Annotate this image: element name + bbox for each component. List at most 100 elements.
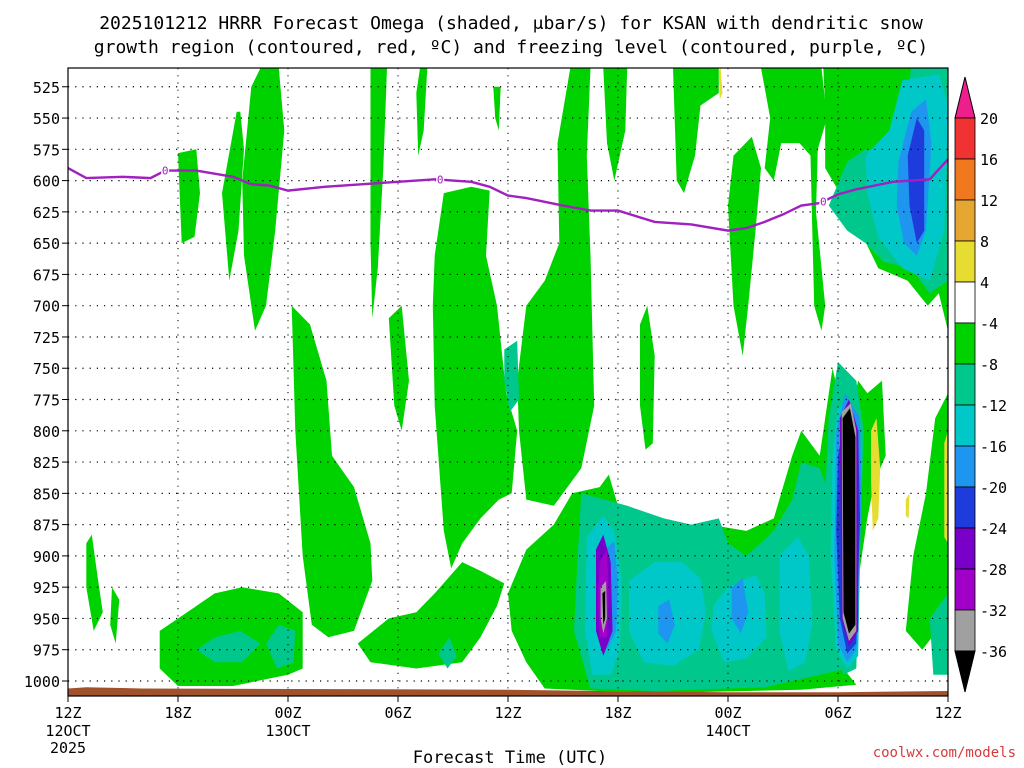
omega-region [222, 111, 244, 281]
omega-region [718, 68, 723, 100]
y-tick-label: 900 [33, 548, 60, 566]
omega-region [438, 637, 457, 669]
omega-region [370, 68, 387, 319]
omega-region [761, 68, 827, 331]
omega-region [266, 624, 296, 669]
x-tick-date: 13OCT [265, 722, 310, 740]
colorbar-label: -20 [980, 479, 1007, 497]
x-tick-date: 14OCT [705, 722, 750, 740]
omega-region [640, 305, 655, 450]
y-tick-label: 600 [33, 173, 60, 191]
colorbar-legend: 20 16 12 8 4 -4 -8 -12 -16 -20 -24 -28 -32 -36 [954, 76, 1007, 693]
omega-region [178, 149, 200, 244]
x-tick-label: 18Z [164, 704, 191, 722]
colorbar-bin [954, 486, 976, 529]
omega-region [517, 68, 595, 506]
colorbar-bin [954, 404, 976, 447]
colorbar-bin [954, 527, 976, 570]
y-tick-label: 850 [33, 485, 60, 503]
chart-title-line-1: 2025101212 HRRR Forecast Omega (shaded, … [99, 13, 923, 34]
omega-region [602, 590, 606, 625]
colorbar-bin [954, 158, 976, 201]
omega-region [416, 68, 428, 156]
x-tick-date: 12OCT [45, 722, 90, 740]
x-tick-year: 2025 [50, 739, 86, 757]
freezing-level-label: 0 [162, 165, 169, 178]
colorbar-bin [954, 322, 976, 365]
colorbar-label: -12 [980, 397, 1007, 415]
y-tick-label: 700 [33, 298, 60, 316]
credit-text: coolwx.com/models [873, 745, 1016, 761]
colorbar-bin [954, 609, 976, 652]
omega-region [871, 418, 881, 531]
y-tick-label: 875 [33, 517, 60, 535]
omega-region [86, 534, 103, 631]
chart-title-line-2: growth region (contoured, red, ºC) and f… [94, 37, 928, 58]
y-tick-label: 925 [33, 579, 60, 597]
y-tick-label: 725 [33, 329, 60, 347]
y-tick-label: 550 [33, 110, 60, 128]
x-tick-label: 12Z [934, 704, 961, 722]
omega-region [242, 68, 285, 331]
y-tick-label: 800 [33, 423, 60, 441]
y-tick-label: 825 [33, 454, 60, 472]
colorbar-bin [954, 281, 976, 324]
omega-region [110, 587, 120, 644]
x-axis-title: Forecast Time (UTC) [413, 748, 607, 768]
freezing-level-label: 0 [437, 174, 444, 187]
freezing-level-label: 0 [820, 195, 827, 208]
omega-region [603, 68, 628, 181]
omega-region [944, 430, 948, 544]
gridlines [67, 68, 949, 696]
colorbar-label: -24 [980, 520, 1007, 538]
freezing-label-bg [161, 164, 170, 177]
terrain-fill [68, 687, 948, 696]
y-tick-label: 525 [33, 79, 60, 97]
colorbar-label: 4 [980, 274, 989, 292]
x-tick-label: 12Z [494, 704, 521, 722]
y-tick-label: 1000 [24, 673, 60, 691]
colorbar-bin [954, 568, 976, 611]
colorbar-label: 12 [980, 192, 998, 210]
x-tick-label: 06Z [824, 704, 851, 722]
colorbar-bin [954, 117, 976, 160]
colorbar-bin [954, 199, 976, 242]
colorbar-bin [954, 445, 976, 488]
y-tick-label: 950 [33, 610, 60, 628]
omega-region [504, 340, 519, 412]
omega-region [658, 599, 675, 644]
x-tick-label: 00Z [714, 704, 741, 722]
omega-region [196, 630, 261, 663]
omega-region [432, 186, 518, 569]
omega-region [905, 393, 948, 650]
omega-region [728, 136, 761, 356]
y-tick-label: 750 [33, 360, 60, 378]
colorbar-bottom-arrow [954, 650, 976, 693]
y-tick-label: 575 [33, 141, 60, 159]
y-axis: 525 550 575 600 625 650 675 700 725 750 775 800 825 8… [24, 79, 68, 691]
omega-region [673, 68, 719, 194]
y-tick-label: 625 [33, 204, 60, 222]
colorbar-label: -16 [980, 438, 1007, 456]
omega-region [905, 493, 910, 519]
colorbar-label: -28 [980, 561, 1007, 579]
x-tick-label: 12Z [54, 704, 81, 722]
colorbar-bin [954, 240, 976, 283]
colorbar-label: 20 [980, 110, 998, 128]
x-tick-label: 06Z [384, 704, 411, 722]
colorbar-label: -4 [980, 315, 998, 333]
y-tick-label: 650 [33, 235, 60, 253]
freezing-level-labels: 0 0 0 [161, 164, 828, 208]
colorbar-label: 8 [980, 233, 989, 251]
y-tick-label: 775 [33, 392, 60, 410]
colorbar-top-arrow [954, 76, 976, 119]
colorbar-label: -36 [980, 643, 1007, 661]
omega-region [731, 578, 749, 634]
omega-shaded-regions [86, 68, 948, 693]
omega-region [357, 562, 505, 669]
freezing-level-line [67, 158, 949, 232]
y-tick-label: 975 [33, 642, 60, 660]
y-tick-label: 675 [33, 266, 60, 284]
